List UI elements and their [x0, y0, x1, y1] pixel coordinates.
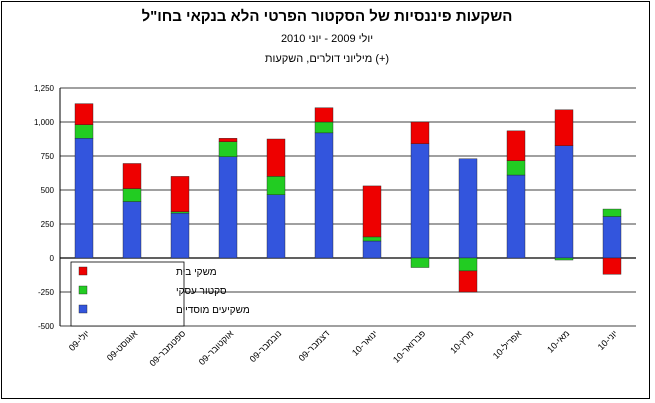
- x-tick-label: נובמבר-09: [248, 328, 284, 364]
- x-tick-label: מרץ-10: [448, 328, 475, 355]
- y-tick-label: 0: [50, 254, 55, 263]
- chart-subtitle: יולי 2009 - יוני 2010: [281, 32, 373, 45]
- bar-segment: [554, 109, 574, 147]
- legend-label: סקטור עסקי: [176, 286, 227, 297]
- legend-label: משקיעים מוסדיים: [176, 305, 250, 316]
- x-tick-label: אוגוסט-09: [105, 328, 140, 363]
- bar-segment: [410, 257, 430, 268]
- legend: משקי בית סקטור עסקי משקיעים מוסדיים: [70, 261, 250, 327]
- bar-segment: [218, 141, 238, 157]
- legend-box: [70, 261, 185, 327]
- bar-segment: [362, 185, 382, 238]
- x-tick-label: אוקטובר-09: [197, 328, 236, 367]
- bar-segment: [122, 163, 142, 189]
- bar-segment: [362, 236, 382, 242]
- x-tick-label: דצמבר-09: [297, 328, 332, 363]
- x-tick-label: ספטמבר-09: [147, 328, 187, 368]
- x-tick-label: יוני-10: [596, 328, 620, 352]
- y-tick-label: 250: [41, 220, 55, 229]
- bar-segment: [314, 121, 334, 134]
- bar-segment: [410, 121, 430, 144]
- bar-segment: [170, 212, 190, 259]
- x-tick-label: ינואר-10: [350, 328, 379, 357]
- unit-label: מיליוני דולרים, השקעות (+): [265, 52, 389, 65]
- legend-label: משקי בית: [176, 267, 217, 278]
- legend-swatch: [78, 304, 88, 314]
- x-tick-label: יולי-09: [67, 328, 92, 353]
- bar-segment: [218, 156, 238, 259]
- bar-segment: [74, 103, 94, 125]
- bar-segment: [458, 158, 478, 259]
- x-tick-label: אפריל-10: [491, 328, 524, 361]
- bar-segment: [506, 174, 526, 259]
- chart-title: השקעות פיננסיות של הסקטור הפרטי הלא בנקא…: [142, 8, 513, 25]
- legend-swatch: [78, 266, 88, 276]
- bar-segment: [554, 145, 574, 259]
- bar-segment: [314, 132, 334, 259]
- bar-segment: [170, 176, 190, 212]
- bar-segment: [554, 257, 574, 261]
- bar-segment: [602, 216, 622, 259]
- x-tick-label: פברואר-10: [391, 328, 427, 364]
- bar-segment: [170, 211, 190, 214]
- y-tick-label: 500: [41, 186, 55, 195]
- bar-segment: [458, 257, 478, 272]
- bar-segment: [362, 240, 382, 259]
- y-tick-label: 1,250: [34, 84, 55, 93]
- bar-segment: [314, 107, 334, 123]
- bar-segment: [410, 143, 430, 259]
- bar-segment: [122, 188, 142, 202]
- x-tick-label: מאי-10: [545, 328, 571, 354]
- bar-segment: [602, 257, 622, 275]
- bar-segment: [458, 270, 478, 293]
- bar-segment: [74, 124, 94, 139]
- bar-segment: [266, 138, 286, 177]
- y-tick-label: 1,000: [34, 118, 55, 127]
- y-tick-label: -250: [38, 288, 55, 297]
- y-tick-label: -500: [38, 322, 55, 331]
- bar-segment: [506, 160, 526, 176]
- bar-segment: [74, 138, 94, 259]
- y-tick-label: 750: [41, 152, 55, 161]
- bar-segment: [122, 201, 142, 259]
- bar-segment: [266, 194, 286, 259]
- bar-segment: [218, 138, 238, 142]
- legend-swatch: [78, 285, 88, 295]
- bar-segment: [602, 208, 622, 217]
- bar-segment: [266, 176, 286, 195]
- bar-segment: [506, 130, 526, 161]
